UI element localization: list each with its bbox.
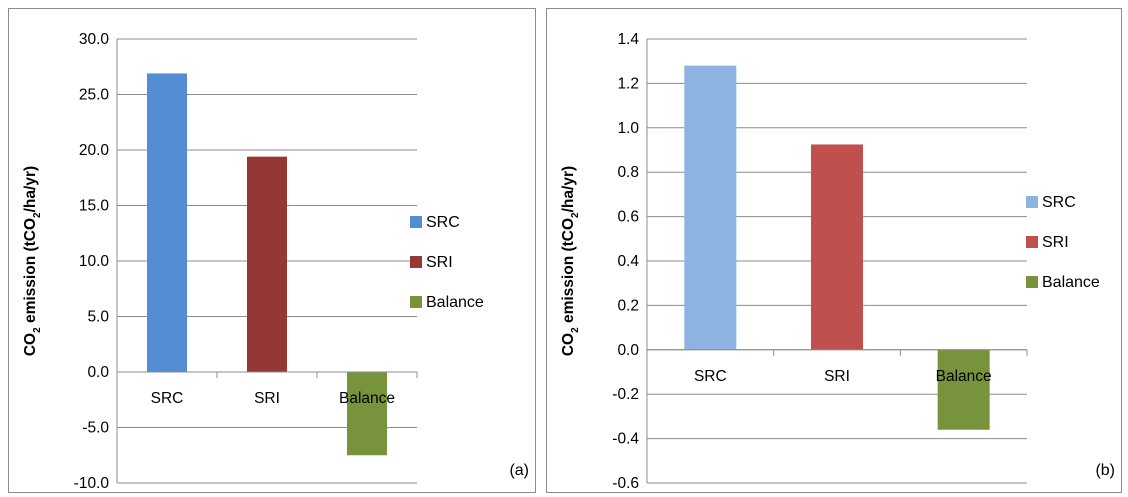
chart-b-ytick-label: -0.6 — [612, 475, 639, 492]
chart-a-category-label: SRC — [151, 390, 184, 407]
chart-b-legend-swatch — [1026, 196, 1038, 208]
chart-b-svg: -0.6 -0.4 -0.2 0.0 0.2 0.4 0.6 0.8 1.0 1.2 1.4 SRC S… — [560, 31, 1115, 492]
chart-a-ytick-label: 20.0 — [79, 142, 110, 159]
chart-b-ytick-label: 1.4 — [617, 31, 639, 48]
chart-a-ytick-label: -10.0 — [74, 475, 110, 492]
chart-a-ytick-label: 15.0 — [79, 198, 110, 215]
chart-b-legend-label: Balance — [1042, 274, 1100, 291]
chart-b-ytick-label: 0.2 — [617, 297, 639, 314]
chart-a-y-axis-title-part: CO — [22, 333, 39, 356]
chart-b-ytick-label: 1.2 — [617, 75, 639, 92]
chart-panel-a: -10.0 -5.0 0.0 5.0 10.0 15.0 20.0 25.0 30.0 SRC SR… — [8, 8, 536, 493]
chart-a-ytick-label: -5.0 — [82, 420, 109, 437]
chart-b-ytick-label: -0.2 — [612, 386, 639, 403]
chart-b-category-label: SRC — [694, 368, 727, 385]
chart-a-ytick-label: 5.0 — [87, 309, 109, 326]
chart-b-ytick-label: 0.6 — [617, 209, 639, 226]
chart-b-legend-swatch — [1026, 276, 1038, 288]
chart-a-legend-swatch — [410, 296, 422, 308]
chart-b-y-axis-title-part: /ha/yr) — [560, 166, 577, 213]
chart-b-category-label: Balance — [936, 368, 992, 385]
chart-b-ytick-label: 0.4 — [617, 253, 639, 270]
chart-b-y-axis-title-part: 2 — [570, 327, 581, 333]
chart-a-legend-label: SRI — [426, 254, 453, 271]
chart-a-y-axis-title-part: 2 — [32, 212, 43, 218]
chart-a-panel-label: (a) — [509, 462, 529, 479]
chart-a-category-label: Balance — [339, 390, 395, 407]
chart-b-ytick-label: 1.0 — [617, 120, 639, 137]
chart-a-bar-sri — [247, 156, 287, 372]
chart-a-ytick-label: 10.0 — [79, 253, 110, 270]
chart-b-category-label: SRI — [824, 368, 850, 385]
chart-b-panel-label: (b) — [1095, 462, 1115, 479]
chart-b-ytick-label: -0.4 — [612, 431, 639, 448]
chart-a-legend-swatch — [410, 216, 422, 228]
chart-a-ytick-label: 0.0 — [87, 364, 109, 381]
chart-a-bar-balance — [347, 372, 387, 456]
chart-a-legend-label: SRC — [426, 214, 460, 231]
chart-a-y-axis-title-part: 2 — [32, 327, 43, 333]
chart-a-legend-label: Balance — [426, 294, 484, 311]
chart-a-y-axis-title-part: emission (tCO — [22, 218, 39, 327]
chart-b-legend-label: SRC — [1042, 194, 1076, 211]
chart-a-bar-src — [147, 73, 187, 372]
chart-b-bar-sri — [811, 144, 863, 350]
chart-b-y-axis-title-part: 2 — [570, 212, 581, 218]
chart-b-y-axis-title-part: CO — [560, 333, 577, 356]
chart-a-ytick-label: 25.0 — [79, 87, 110, 104]
chart-b-bar-src — [684, 65, 737, 350]
chart-a-y-axis-title: CO2 emission (tCO2/ha/yr) — [22, 166, 43, 356]
chart-a-category-label: SRI — [254, 390, 280, 407]
chart-a-svg: -10.0 -5.0 0.0 5.0 10.0 15.0 20.0 25.0 30.0 SRC SR… — [22, 31, 529, 492]
chart-b-legend-swatch — [1026, 236, 1038, 248]
chart-b-y-axis-title-part: emission (tCO — [560, 218, 577, 327]
chart-b-ytick-label: 0.8 — [617, 164, 639, 181]
chart-b-y-axis-title: CO2 emission (tCO2/ha/yr) — [560, 166, 581, 356]
chart-b-bar-balance — [937, 349, 990, 430]
chart-b-legend-label: SRI — [1042, 234, 1069, 251]
chart-b-ytick-label: 0.0 — [617, 342, 639, 359]
chart-a-ytick-label: 30.0 — [79, 31, 110, 48]
chart-a-y-axis-title-part: /ha/yr) — [22, 166, 39, 213]
chart-a-legend-swatch — [410, 256, 422, 268]
chart-panel-b: -0.6 -0.4 -0.2 0.0 0.2 0.4 0.6 0.8 1.0 1.2 1.4 SRC S… — [546, 8, 1122, 493]
